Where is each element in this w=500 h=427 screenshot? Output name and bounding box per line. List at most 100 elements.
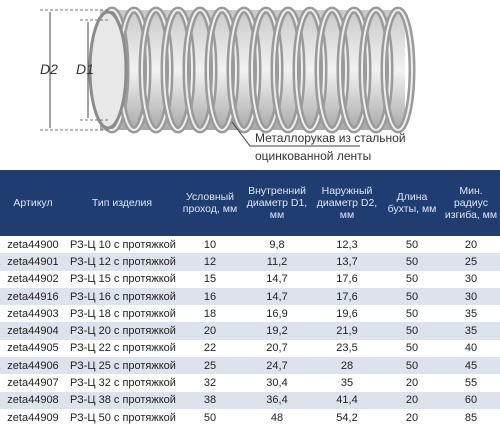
table-cell: 50 (405, 238, 419, 251)
table-cell: 48 (270, 411, 284, 424)
table-cell: 30 (464, 273, 478, 286)
table-cell: 28 (312, 357, 382, 375)
table-cell: zeta44907 (7, 377, 59, 390)
table-cell: 12 (178, 253, 242, 271)
hose-ring-highlight (317, 9, 347, 131)
table-cell: РЗ-Ц 38 с протяжкой (66, 391, 178, 409)
hose-ring-highlight (361, 9, 391, 131)
table-row: zeta44905 РЗ-Ц 22 с протяжкой 22 20,7 23,5 50… (0, 340, 500, 357)
table-cell: 19,2 (242, 322, 312, 340)
table-cell: 50 (405, 307, 419, 320)
table-cell: 50 (382, 322, 442, 340)
table-cell: 20,7 (266, 342, 288, 355)
table-cell: zeta44904 (0, 322, 66, 340)
table-cell: 32 (203, 377, 217, 390)
table-cell: 10 (203, 238, 217, 251)
table-cell: 11,2 (242, 253, 312, 271)
table-cell: 60 (442, 391, 500, 409)
table-cell: 18 (203, 307, 217, 320)
table-cell: zeta44916 (0, 287, 66, 306)
table-cell: РЗ-Ц 50 с протяжкой (70, 411, 176, 424)
table-cell: 21,9 (312, 322, 382, 340)
table-cell: zeta44903 (7, 307, 59, 320)
table-row: zeta44908 РЗ-Ц 38 с протяжкой 38 36,4 41,4 20… (0, 391, 500, 409)
table-row: zeta44903 РЗ-Ц 18 с протяжкой 18 16,9 19,6 50… (0, 305, 500, 322)
table-row: zeta44902 РЗ-Ц 15 с протяжкой 15 14,7 17,6 50… (0, 271, 500, 288)
table-cell: 45 (442, 357, 500, 375)
table-cell: РЗ-Ц 22 с протяжкой (70, 342, 176, 355)
table-cell: 25 (442, 253, 500, 271)
table-cell: РЗ-Ц 15 с протяжкой (70, 273, 176, 286)
table-cell: 54,2 (336, 411, 358, 424)
table-cell: 50 (382, 357, 442, 375)
table-cell: 20 (405, 411, 419, 424)
hose-ring-highlight (141, 9, 171, 131)
table-cell: 50 (382, 287, 442, 306)
hose-ring-highlight (339, 9, 369, 131)
d2-label: D2 (40, 61, 58, 77)
table-cell: 36,4 (242, 391, 312, 409)
table-cell: 20 (464, 238, 478, 251)
table-row: zeta44916 РЗ-Ц 16 с протяжкой 16 14,7 17,6 50… (0, 287, 500, 306)
table-cell: 12,3 (336, 238, 358, 251)
hose-ring-highlight (295, 9, 325, 131)
table-cell: РЗ-Ц 10 с протяжкой (70, 238, 176, 251)
table-cell: 40 (464, 342, 478, 355)
table-row: zeta44900 РЗ-Ц 10 с протяжкой 10 9,8 12,3 50 2… (0, 236, 500, 253)
header-cell: Длина бухты, мм (382, 170, 442, 236)
table-row: zeta44909 РЗ-Ц 50 с протяжкой 50 48 54,2 20 85 (0, 409, 500, 426)
header-cell: Тип изделия (66, 170, 178, 236)
table-cell: 20 (382, 391, 442, 409)
hose-ring-highlight (273, 9, 303, 131)
table-cell: 35 (442, 322, 500, 340)
caption: Металлорукав из стальной (255, 131, 406, 145)
table-cell: zeta44906 (0, 357, 66, 375)
table-cell: 19,6 (336, 307, 358, 320)
table-cell: 15 (203, 273, 217, 286)
table-cell: 14,7 (242, 287, 312, 306)
table-cell: 85 (464, 411, 478, 424)
table-cell: 50 (405, 273, 419, 286)
header-cell: Условный проход, мм (178, 170, 242, 236)
table-cell: 25 (178, 357, 242, 375)
table-cell: 20 (405, 377, 419, 390)
table-cell: 38 (178, 391, 242, 409)
table-cell: zeta44901 (0, 253, 66, 271)
table-cell: 50 (203, 411, 217, 424)
table-cell: 35 (340, 377, 354, 390)
table-row: zeta44907 РЗ-Ц 32 с протяжкой 32 30,4 35 20 55 (0, 374, 500, 391)
table-row: zeta44901 РЗ-Ц 12 с протяжкой 12 11,2 13,7 50… (0, 253, 500, 271)
table-cell: 41,4 (312, 391, 382, 409)
table-cell: 35 (464, 307, 478, 320)
table-cell: РЗ-Ц 16 с протяжкой (66, 287, 178, 306)
header-cell: Мин. радиус изгиба, мм (442, 170, 500, 236)
table-cell: 20 (178, 322, 242, 340)
table-cell: РЗ-Ц 32 с протяжкой (70, 377, 176, 390)
table-cell: 30,4 (266, 377, 288, 390)
table-cell: РЗ-Ц 20 с протяжкой (66, 322, 178, 340)
table-cell: zeta44902 (7, 273, 59, 286)
header-row: Артикул Тип изделия Условный проход, мм Вну… (0, 170, 500, 236)
hose-ring-highlight (163, 9, 193, 131)
table-cell: 17,6 (336, 273, 358, 286)
table-cell: РЗ-Ц 18 с протяжкой (70, 307, 176, 320)
table-cell: РЗ-Ц 12 с протяжкой (66, 253, 178, 271)
hose-ring-highlight (229, 9, 259, 131)
table-cell: 55 (464, 377, 478, 390)
hose-end (88, 10, 128, 130)
table-cell: 13,7 (312, 253, 382, 271)
leader (231, 121, 360, 147)
table-cell: zeta44905 (7, 342, 59, 355)
caption: оцинкованной ленты (255, 149, 371, 163)
spec-table: Артикул Тип изделия Условный проход, мм Вну… (0, 170, 500, 426)
table-cell: 23,5 (336, 342, 358, 355)
header-cell: Внутренний диаметр D1, мм (242, 170, 312, 236)
table-cell: zeta44909 (7, 411, 59, 424)
table-cell: 16,9 (266, 307, 288, 320)
table-cell: zeta44900 (7, 238, 59, 251)
table-cell: 9,8 (269, 238, 285, 251)
table-cell: 30 (442, 287, 500, 306)
table-cell: 14,7 (266, 273, 288, 286)
table-cell: zeta44908 (0, 391, 66, 409)
